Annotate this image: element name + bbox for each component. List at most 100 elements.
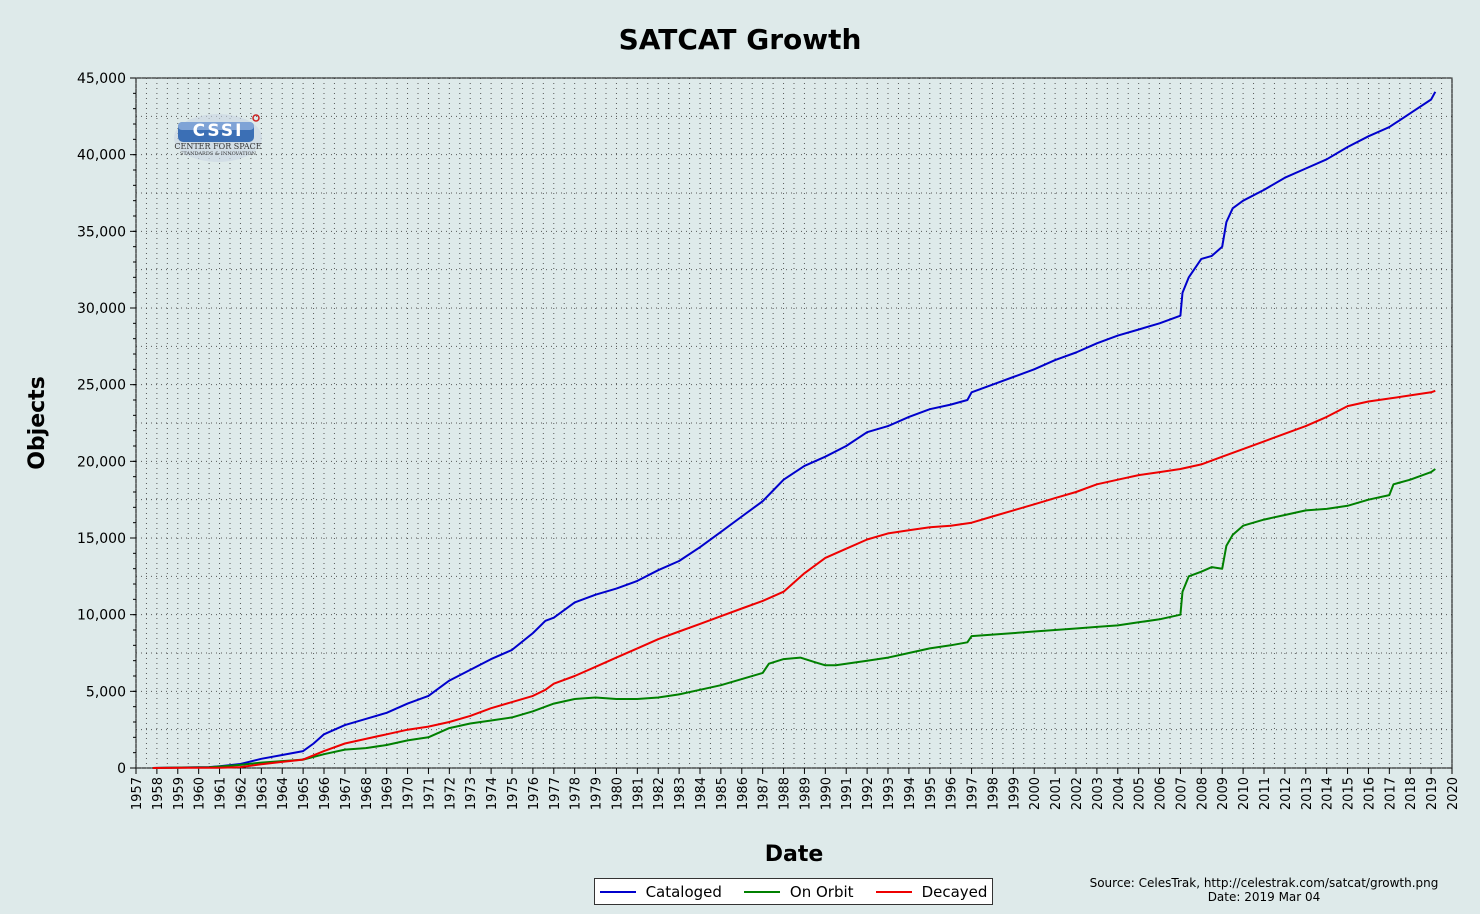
x-tick-label: 1988 xyxy=(778,777,793,810)
x-tick-label: 1987 xyxy=(757,777,772,810)
x-tick-label: 1958 xyxy=(151,777,166,810)
x-tick-label: 1964 xyxy=(276,777,291,810)
x-tick-label: 1970 xyxy=(402,777,417,810)
y-tick-label: 30,000 xyxy=(77,301,126,317)
x-tick-label: 1985 xyxy=(715,777,730,810)
x-tick-label: 2015 xyxy=(1342,777,1357,810)
x-tick-label: 2003 xyxy=(1091,777,1106,810)
y-axis-label: Objects xyxy=(25,376,50,470)
x-tick-label: 2010 xyxy=(1237,777,1252,810)
x-tick-label: 1971 xyxy=(422,777,437,810)
x-tick-label: 2008 xyxy=(1195,777,1210,810)
source-line: Source: CelesTrak, http://celestrak.com/… xyxy=(1089,876,1439,890)
x-tick-label: 1961 xyxy=(214,777,229,810)
series-line-decayed xyxy=(152,389,1436,769)
x-tick-label: 1969 xyxy=(381,777,396,810)
x-tick-label: 1978 xyxy=(569,777,584,810)
y-tick-label: 40,000 xyxy=(77,148,126,164)
x-tick-label: 2001 xyxy=(1049,777,1064,810)
x-tick-label: 2009 xyxy=(1216,777,1231,810)
y-tick-label: 45,000 xyxy=(77,71,126,87)
x-tick-label: 1957 xyxy=(130,777,145,810)
x-tick-label: 1972 xyxy=(443,777,458,810)
x-tick-label: 1984 xyxy=(694,777,709,810)
x-tick-label: 2017 xyxy=(1383,777,1398,810)
x-tick-label: 2002 xyxy=(1070,777,1085,810)
x-tick-label: 1999 xyxy=(1007,777,1022,810)
x-tick-label: 2016 xyxy=(1362,777,1377,810)
x-tick-label: 2011 xyxy=(1258,777,1273,810)
legend-item-on-orbit: On Orbit xyxy=(743,882,854,901)
legend-label-decayed: Decayed xyxy=(921,882,988,901)
x-tick-label: 1965 xyxy=(297,777,312,810)
x-tick-label: 1994 xyxy=(903,777,918,810)
legend-item-cataloged: Cataloged xyxy=(599,882,722,901)
source-note: Source: CelesTrak, http://celestrak.com/… xyxy=(1075,876,1453,904)
x-tick-label: 1997 xyxy=(966,777,981,810)
x-tick-label: 1975 xyxy=(506,777,521,810)
y-tick-label: 5,000 xyxy=(86,684,126,700)
x-tick-label: 1960 xyxy=(193,777,208,810)
x-tick-label: 1973 xyxy=(464,777,479,810)
x-tick-label: 2013 xyxy=(1300,777,1315,810)
y-tick-label: 25,000 xyxy=(77,378,126,394)
x-tick-label: 1977 xyxy=(548,777,563,810)
y-tick-label: 20,000 xyxy=(77,454,126,470)
x-tick-label: 2007 xyxy=(1174,777,1189,810)
x-tick-label: 1990 xyxy=(819,777,834,810)
x-tick-label: 1993 xyxy=(882,777,897,810)
cssi-logo: CSSI CENTER FOR SPACE STANDARDS & INNOVA… xyxy=(172,112,272,168)
logo-text-line2: STANDARDS & INNOVATION xyxy=(179,151,257,157)
x-tick-label: 2018 xyxy=(1404,777,1419,810)
legend-swatch-decayed xyxy=(875,890,912,893)
x-tick-label: 1996 xyxy=(945,777,960,810)
chart-title: SATCAT Growth xyxy=(619,23,862,56)
y-tick-label: 10,000 xyxy=(77,608,126,624)
x-tick-label: 1962 xyxy=(234,777,249,810)
x-tick-label: 1979 xyxy=(590,777,605,810)
x-tick-label: 1980 xyxy=(610,777,625,810)
x-tick-label: 1989 xyxy=(798,777,813,810)
x-tick-label: 1963 xyxy=(255,777,270,810)
x-tick-label: 1974 xyxy=(485,777,500,810)
x-tick-label: 1991 xyxy=(840,777,855,810)
series-line-on-orbit xyxy=(152,468,1436,769)
x-tick-label: 1992 xyxy=(861,777,876,810)
legend-item-decayed: Decayed xyxy=(875,882,988,901)
logo-text-line1: CENTER FOR SPACE xyxy=(174,142,262,151)
x-tick-label: 1976 xyxy=(527,777,542,810)
y-tick-label: 0 xyxy=(117,761,126,777)
plot-area: 0 5,000 10,000 15,000 20,000 25,000 30,000 35,0… xyxy=(77,71,1461,810)
x-tick-label: 1998 xyxy=(986,777,1001,810)
x-tick-label: 2006 xyxy=(1154,777,1169,810)
x-tick-label: 2020 xyxy=(1446,777,1461,810)
legend-swatch-cataloged xyxy=(599,890,636,893)
x-tick-label: 2004 xyxy=(1112,777,1127,810)
x-tick-label: 1967 xyxy=(339,777,354,810)
chart-legend: Cataloged On Orbit Decayed xyxy=(594,878,993,905)
y-tick-label: 35,000 xyxy=(77,224,126,240)
x-tick-label: 1981 xyxy=(631,777,646,810)
cssi-logo-graphic xyxy=(174,114,262,162)
x-tick-label: 1968 xyxy=(360,777,375,810)
x-tick-label: 1995 xyxy=(924,777,939,810)
x-tick-label: 2014 xyxy=(1321,777,1336,810)
logo-text-main: CSSI xyxy=(192,121,244,141)
x-axis-label: Date xyxy=(765,842,824,867)
x-tick-label: 1966 xyxy=(318,777,333,810)
x-tick-label: 1983 xyxy=(673,777,688,810)
x-tick-label: 1959 xyxy=(172,777,187,810)
x-tick-label: 1986 xyxy=(736,777,751,810)
x-tick-label: 1982 xyxy=(652,777,667,810)
legend-label-on-orbit: On Orbit xyxy=(789,882,854,901)
series-line-cataloged xyxy=(152,91,1437,769)
y-tick-label: 15,000 xyxy=(77,531,126,547)
x-tick-label: 2019 xyxy=(1425,777,1440,810)
x-tick-label: 2005 xyxy=(1133,777,1148,810)
legend-label-cataloged: Cataloged xyxy=(645,882,722,901)
source-date: Date: 2019 Mar 04 xyxy=(1207,890,1321,904)
legend-swatch-on-orbit xyxy=(743,890,780,893)
x-tick-label: 2000 xyxy=(1028,777,1043,810)
x-tick-label: 2012 xyxy=(1279,777,1294,810)
